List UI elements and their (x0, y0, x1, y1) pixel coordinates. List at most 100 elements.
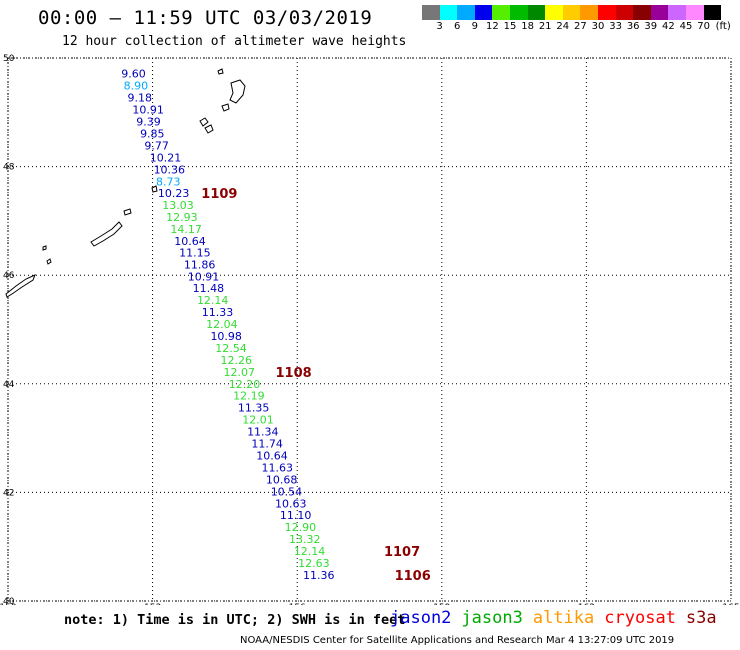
island (5, 274, 36, 298)
wave-height-label: 12.90 (285, 521, 317, 534)
latitude-tick-label: 40 (3, 597, 15, 605)
legend-label: 27 (574, 21, 587, 32)
island (199, 117, 209, 127)
satellite-name-jason2: jason2 (390, 608, 452, 628)
wave-height-label: 8.90 (124, 80, 148, 93)
legend-label: 18 (521, 21, 534, 32)
wave-height-map: 9.608.909.1810.919.399.859.7710.2110.368… (0, 54, 740, 605)
wave-height-label: 12.01 (242, 414, 274, 427)
wave-height-label: 9.18 (128, 92, 153, 105)
legend-swatch (703, 5, 722, 20)
island (42, 245, 47, 251)
satellite-name-altika: altika (532, 608, 595, 628)
wave-height-label: 12.19 (233, 390, 265, 403)
wave-height-label: 10.64 (256, 449, 288, 462)
legend-label: 15 (503, 21, 517, 32)
satellite-legend: jason2 jason3 altika cryosat s3a (390, 608, 727, 628)
wave-height-label: 9.85 (140, 127, 165, 140)
longitude-tick-label: 150 (0, 603, 17, 605)
satellite-name-jason3: jason3 (461, 608, 523, 628)
island (90, 221, 123, 247)
island (229, 79, 246, 104)
legend-swatch (633, 5, 651, 20)
map-frame (7, 57, 732, 602)
wave-height-label: 10.91 (188, 270, 220, 283)
axis-tick-labels: 50 48 46 44 42 40150 153 156 159 162 165 (0, 54, 740, 605)
wave-height-label: 13.32 (289, 533, 321, 546)
longitude-tick-label: 165 (722, 603, 739, 605)
legend-label: 30 (591, 21, 605, 32)
wave-height-label: 11.63 (262, 461, 294, 474)
wave-height-label: 8.73 (156, 175, 181, 188)
wave-height-label: 13.03 (162, 199, 194, 212)
wave-height-label: 9.39 (136, 116, 161, 129)
color-legend-labels: 3 6 9 12 15 18 21 24 27 30 33 36 39 42 45 70 (ft) (422, 21, 740, 35)
longitude-tick-label: 162 (578, 603, 595, 605)
wave-height-label: 12.93 (166, 211, 198, 224)
map-grid (7, 57, 732, 602)
legend-label: 24 (556, 21, 570, 32)
wave-height-label: 11.48 (193, 282, 225, 295)
legend-swatch (615, 5, 634, 20)
wave-height-label: 12.14 (294, 545, 326, 558)
latitude-tick-label: 44 (3, 380, 15, 390)
pass-number-label: 1107 (384, 545, 420, 560)
island (151, 185, 158, 193)
legend-label: 3 (436, 21, 443, 32)
island (123, 208, 132, 216)
wave-height-label: 12.07 (223, 366, 255, 379)
page-title: 00:00 – 11:59 UTC 03/03/2019 (38, 7, 373, 29)
legend-swatch (685, 5, 704, 20)
wave-height-label: 12.54 (215, 342, 247, 355)
legend-label: 70 (697, 21, 710, 32)
island (217, 68, 224, 75)
legend-label: 21 (538, 21, 552, 32)
footer-note: note: 1) Time is in UTC; 2) SWH is in fe… (64, 612, 406, 628)
legend-swatch (545, 5, 563, 20)
pass-number-label: 1108 (276, 366, 312, 381)
color-legend-bar (422, 5, 722, 20)
wave-height-label: 9.77 (144, 139, 169, 152)
longitude-tick-label: 159 (433, 603, 450, 605)
island (221, 103, 230, 112)
satellite-name-cryosat: cryosat (604, 608, 676, 628)
wave-height-label: 12.04 (206, 318, 238, 331)
legend-label: (ft) (715, 21, 731, 32)
wave-height-label: 12.26 (221, 354, 253, 367)
latitude-tick-label: 48 (3, 163, 15, 173)
legend-swatch (527, 5, 546, 20)
wave-height-label: 12.14 (197, 294, 229, 307)
wave-height-label: 10.21 (150, 151, 182, 164)
legend-label: 6 (454, 21, 461, 32)
latitude-tick-label: 46 (3, 271, 15, 281)
wave-height-label: 11.34 (247, 426, 279, 439)
wave-height-label: 11.86 (184, 258, 216, 271)
legend-label: 36 (626, 21, 640, 32)
legend-label: 12 (486, 21, 499, 32)
wave-height-label: 14.17 (170, 223, 202, 236)
legend-label: 39 (644, 21, 658, 32)
pass-number-labels: 1109 1108 1107 1106 (201, 187, 430, 584)
legend-swatch (439, 5, 458, 20)
page-subtitle: 12 hour collection of altimeter wave hei… (62, 34, 407, 49)
latitude-tick-label: 50 (3, 54, 15, 64)
wave-height-label: 12.20 (229, 378, 260, 391)
wave-height-labels: 9.608.909.1810.919.399.859.7710.2110.368… (121, 68, 334, 582)
pass-number-label: 1106 (395, 569, 431, 584)
legend-swatch (457, 5, 475, 20)
wave-height-label: 11.74 (251, 438, 283, 451)
pass-number-label: 1109 (201, 187, 237, 202)
wave-height-label: 11.36 (303, 569, 335, 582)
wave-height-label: 11.35 (238, 402, 270, 415)
wave-height-label: 10.63 (275, 497, 307, 510)
legend-label: 42 (662, 21, 675, 32)
legend-swatch (668, 5, 686, 20)
wave-height-label: 10.68 (266, 473, 298, 486)
legend-swatch (474, 5, 493, 20)
wave-height-label: 11.33 (202, 306, 234, 319)
legend-label: 9 (471, 21, 478, 32)
wave-height-label: 10.98 (210, 330, 242, 343)
legend-label: 45 (679, 21, 693, 32)
kuril-islands (5, 68, 246, 298)
